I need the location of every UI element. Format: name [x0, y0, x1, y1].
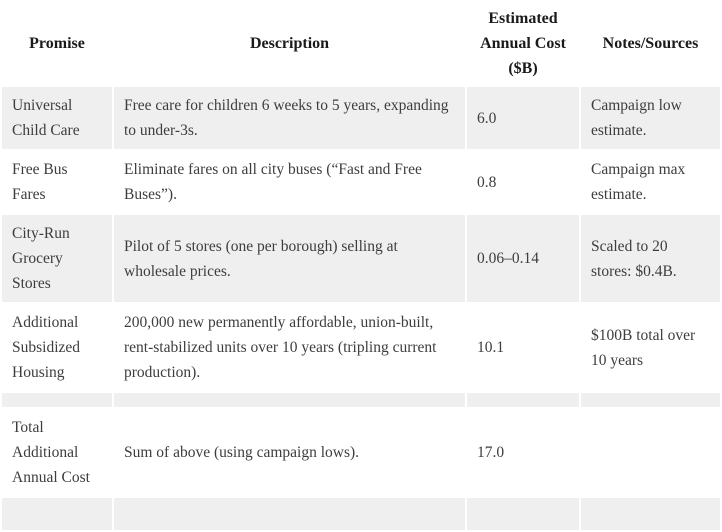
cost-cell: 10.1 [467, 304, 579, 391]
description-cell [114, 393, 465, 407]
notes-cell: Campaign low estimate. [581, 87, 720, 149]
cost-cell: 6.0 [467, 87, 579, 149]
col-header-notes-sources: Notes/Sources [581, 2, 720, 85]
table-row-free-bus-fares: Free Bus Fares Eliminate fares on all ci… [2, 151, 720, 213]
table-row-additional-subsidized-housing: Additional Subsidized Housing 200,000 ne… [2, 304, 720, 391]
promise-cell [2, 498, 112, 530]
table-row-total-additional-annual-cost: Total Additional Annual Cost Sum of abov… [2, 409, 720, 496]
notes-cell: Scaled to 20 stores: $0.4B. [581, 215, 720, 302]
cost-cell: 0.06–0.14 [467, 215, 579, 302]
promise-cell [2, 393, 112, 407]
notes-cell: $100B total over 10 years [581, 304, 720, 391]
header-row: Promise Description Estimated Annual Cos… [2, 2, 720, 85]
notes-cell [581, 498, 720, 530]
clipped-bottom-row [2, 498, 720, 530]
cost-cell [467, 498, 579, 530]
table-row-city-run-grocery-stores: City-Run Grocery Stores Pilot of 5 store… [2, 215, 720, 302]
promise-cell: City-Run Grocery Stores [2, 215, 112, 302]
description-cell [114, 498, 465, 530]
cost-cell: 17.0 [467, 409, 579, 496]
description-cell: Pilot of 5 stores (one per borough) sell… [114, 215, 465, 302]
description-cell: Sum of above (using campaign lows). [114, 409, 465, 496]
col-header-promise: Promise [2, 2, 112, 85]
cost-cell: 0.8 [467, 151, 579, 213]
promise-cell: Additional Subsidized Housing [2, 304, 112, 391]
notes-cell [581, 393, 720, 407]
promise-cell: Total Additional Annual Cost [2, 409, 112, 496]
description-cell: Free care for children 6 weeks to 5 year… [114, 87, 465, 149]
col-header-description: Description [114, 2, 465, 85]
description-cell: 200,000 new permanently affordable, unio… [114, 304, 465, 391]
notes-cell [581, 409, 720, 496]
cost-cell [467, 393, 579, 407]
table-row-universal-child-care: Universal Child Care Free care for child… [2, 87, 720, 149]
promise-cell: Universal Child Care [2, 87, 112, 149]
notes-cell: Campaign max estimate. [581, 151, 720, 213]
promise-cell: Free Bus Fares [2, 151, 112, 213]
spacer-row [2, 393, 720, 407]
description-cell: Eliminate fares on all city buses (“Fast… [114, 151, 465, 213]
col-header-estimated-annual-cost: Estimated Annual Cost ($B) [467, 2, 579, 85]
